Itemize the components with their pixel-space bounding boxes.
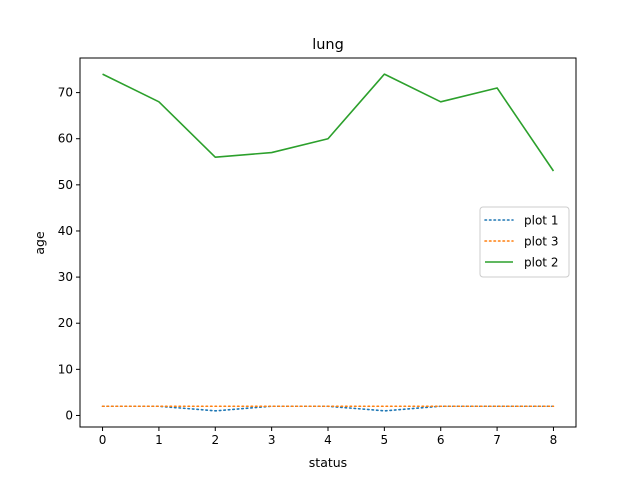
legend-label: plot 2 — [524, 256, 558, 270]
y-tick-label: 20 — [58, 316, 73, 330]
series-line-3 — [102, 73, 555, 172]
x-tick-label: 6 — [437, 433, 445, 447]
legend-label: plot 3 — [524, 235, 558, 249]
series-layer — [101, 73, 555, 412]
x-axis: 0 1 2 3 4 5 6 7 8 — [99, 427, 558, 447]
x-tick-label: 1 — [155, 433, 163, 447]
y-tick-label: 30 — [58, 270, 73, 284]
x-tick-label: 2 — [211, 433, 219, 447]
x-tick-label: 8 — [550, 433, 558, 447]
x-tick-label: 4 — [324, 433, 332, 447]
x-tick-label: 7 — [493, 433, 501, 447]
legend-frame — [479, 206, 570, 278]
y-axis: 0 10 20 30 40 50 60 70 — [58, 86, 80, 422]
legend: plot 1 plot 3 plot 2 — [479, 206, 570, 278]
y-tick-label: 40 — [58, 224, 73, 238]
legend-label: plot 1 — [524, 214, 558, 228]
x-tick-label: 0 — [99, 433, 107, 447]
x-axis-label: status — [309, 455, 347, 470]
y-tick-label: 50 — [58, 178, 73, 192]
y-tick-label: 70 — [58, 86, 73, 100]
y-axis-label: age — [32, 231, 47, 255]
chart-title: lung — [312, 37, 344, 53]
y-tick-label: 10 — [58, 362, 73, 376]
x-tick-label: 5 — [381, 433, 389, 447]
y-tick-label: 0 — [65, 408, 73, 422]
x-tick-label: 3 — [268, 433, 276, 447]
y-tick-label: 60 — [58, 132, 73, 146]
